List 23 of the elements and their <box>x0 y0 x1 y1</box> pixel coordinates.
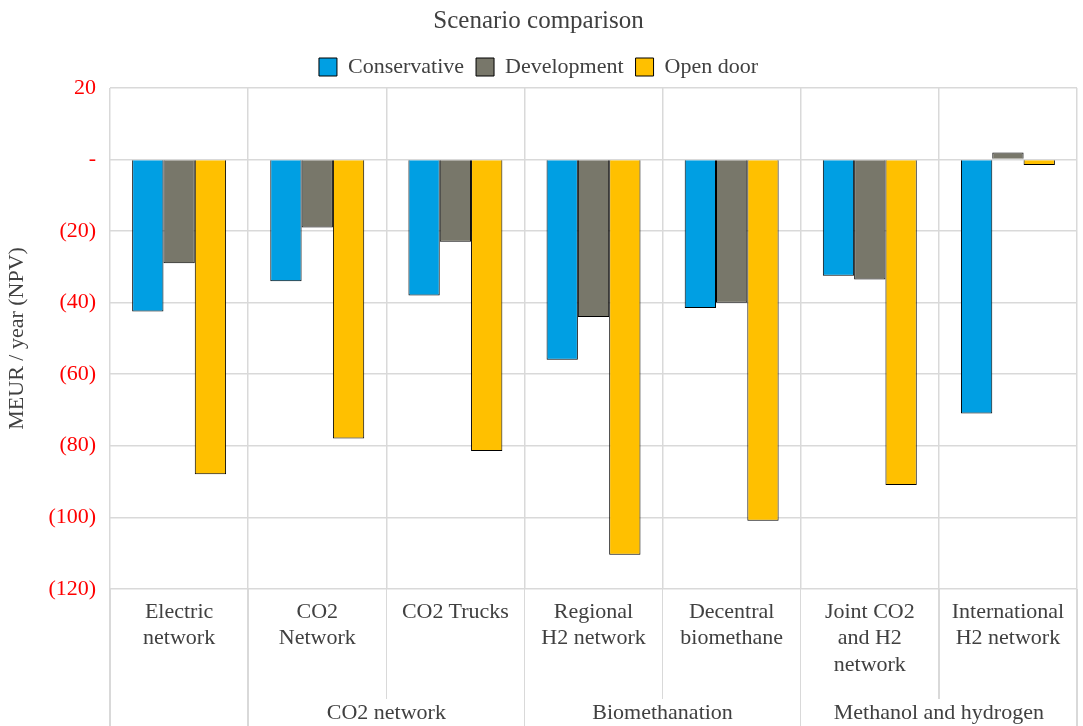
x-tick-label: International H2 network <box>951 597 1065 650</box>
y-tick-label: (20) <box>59 216 97 242</box>
text: Methanol and hydrogen <box>833 698 1044 724</box>
y-tick-label: (80) <box>59 431 97 457</box>
text: CO2 network <box>326 698 446 724</box>
y-tick-label: 20 <box>74 73 97 99</box>
x-tick-label: Decentral biomethane <box>680 597 783 650</box>
x-tick-label: Electric network <box>143 597 216 650</box>
y-tick-label: - <box>88 145 97 171</box>
legend-label: Open door <box>664 52 759 78</box>
x-tick-label: CO2 Network <box>278 597 356 650</box>
legend-label: Development <box>505 52 624 78</box>
y-tick-label: (120) <box>48 574 97 600</box>
y-tick-label: (60) <box>59 359 97 385</box>
y-axis-title: MEUR / year (NPV) <box>2 247 28 430</box>
x-tick-label: CO2 Trucks <box>401 597 509 623</box>
y-tick-label: (40) <box>59 288 97 314</box>
x-tick-label: Regional H2 network <box>541 597 646 650</box>
y-tick-label: (100) <box>48 503 97 529</box>
x-tick-label: Joint CO2 and H2 network <box>824 597 915 676</box>
legend-label: Conservative <box>347 52 465 78</box>
text: Biomethanation <box>592 698 733 724</box>
chart-title: Scenario comparison <box>433 5 645 33</box>
